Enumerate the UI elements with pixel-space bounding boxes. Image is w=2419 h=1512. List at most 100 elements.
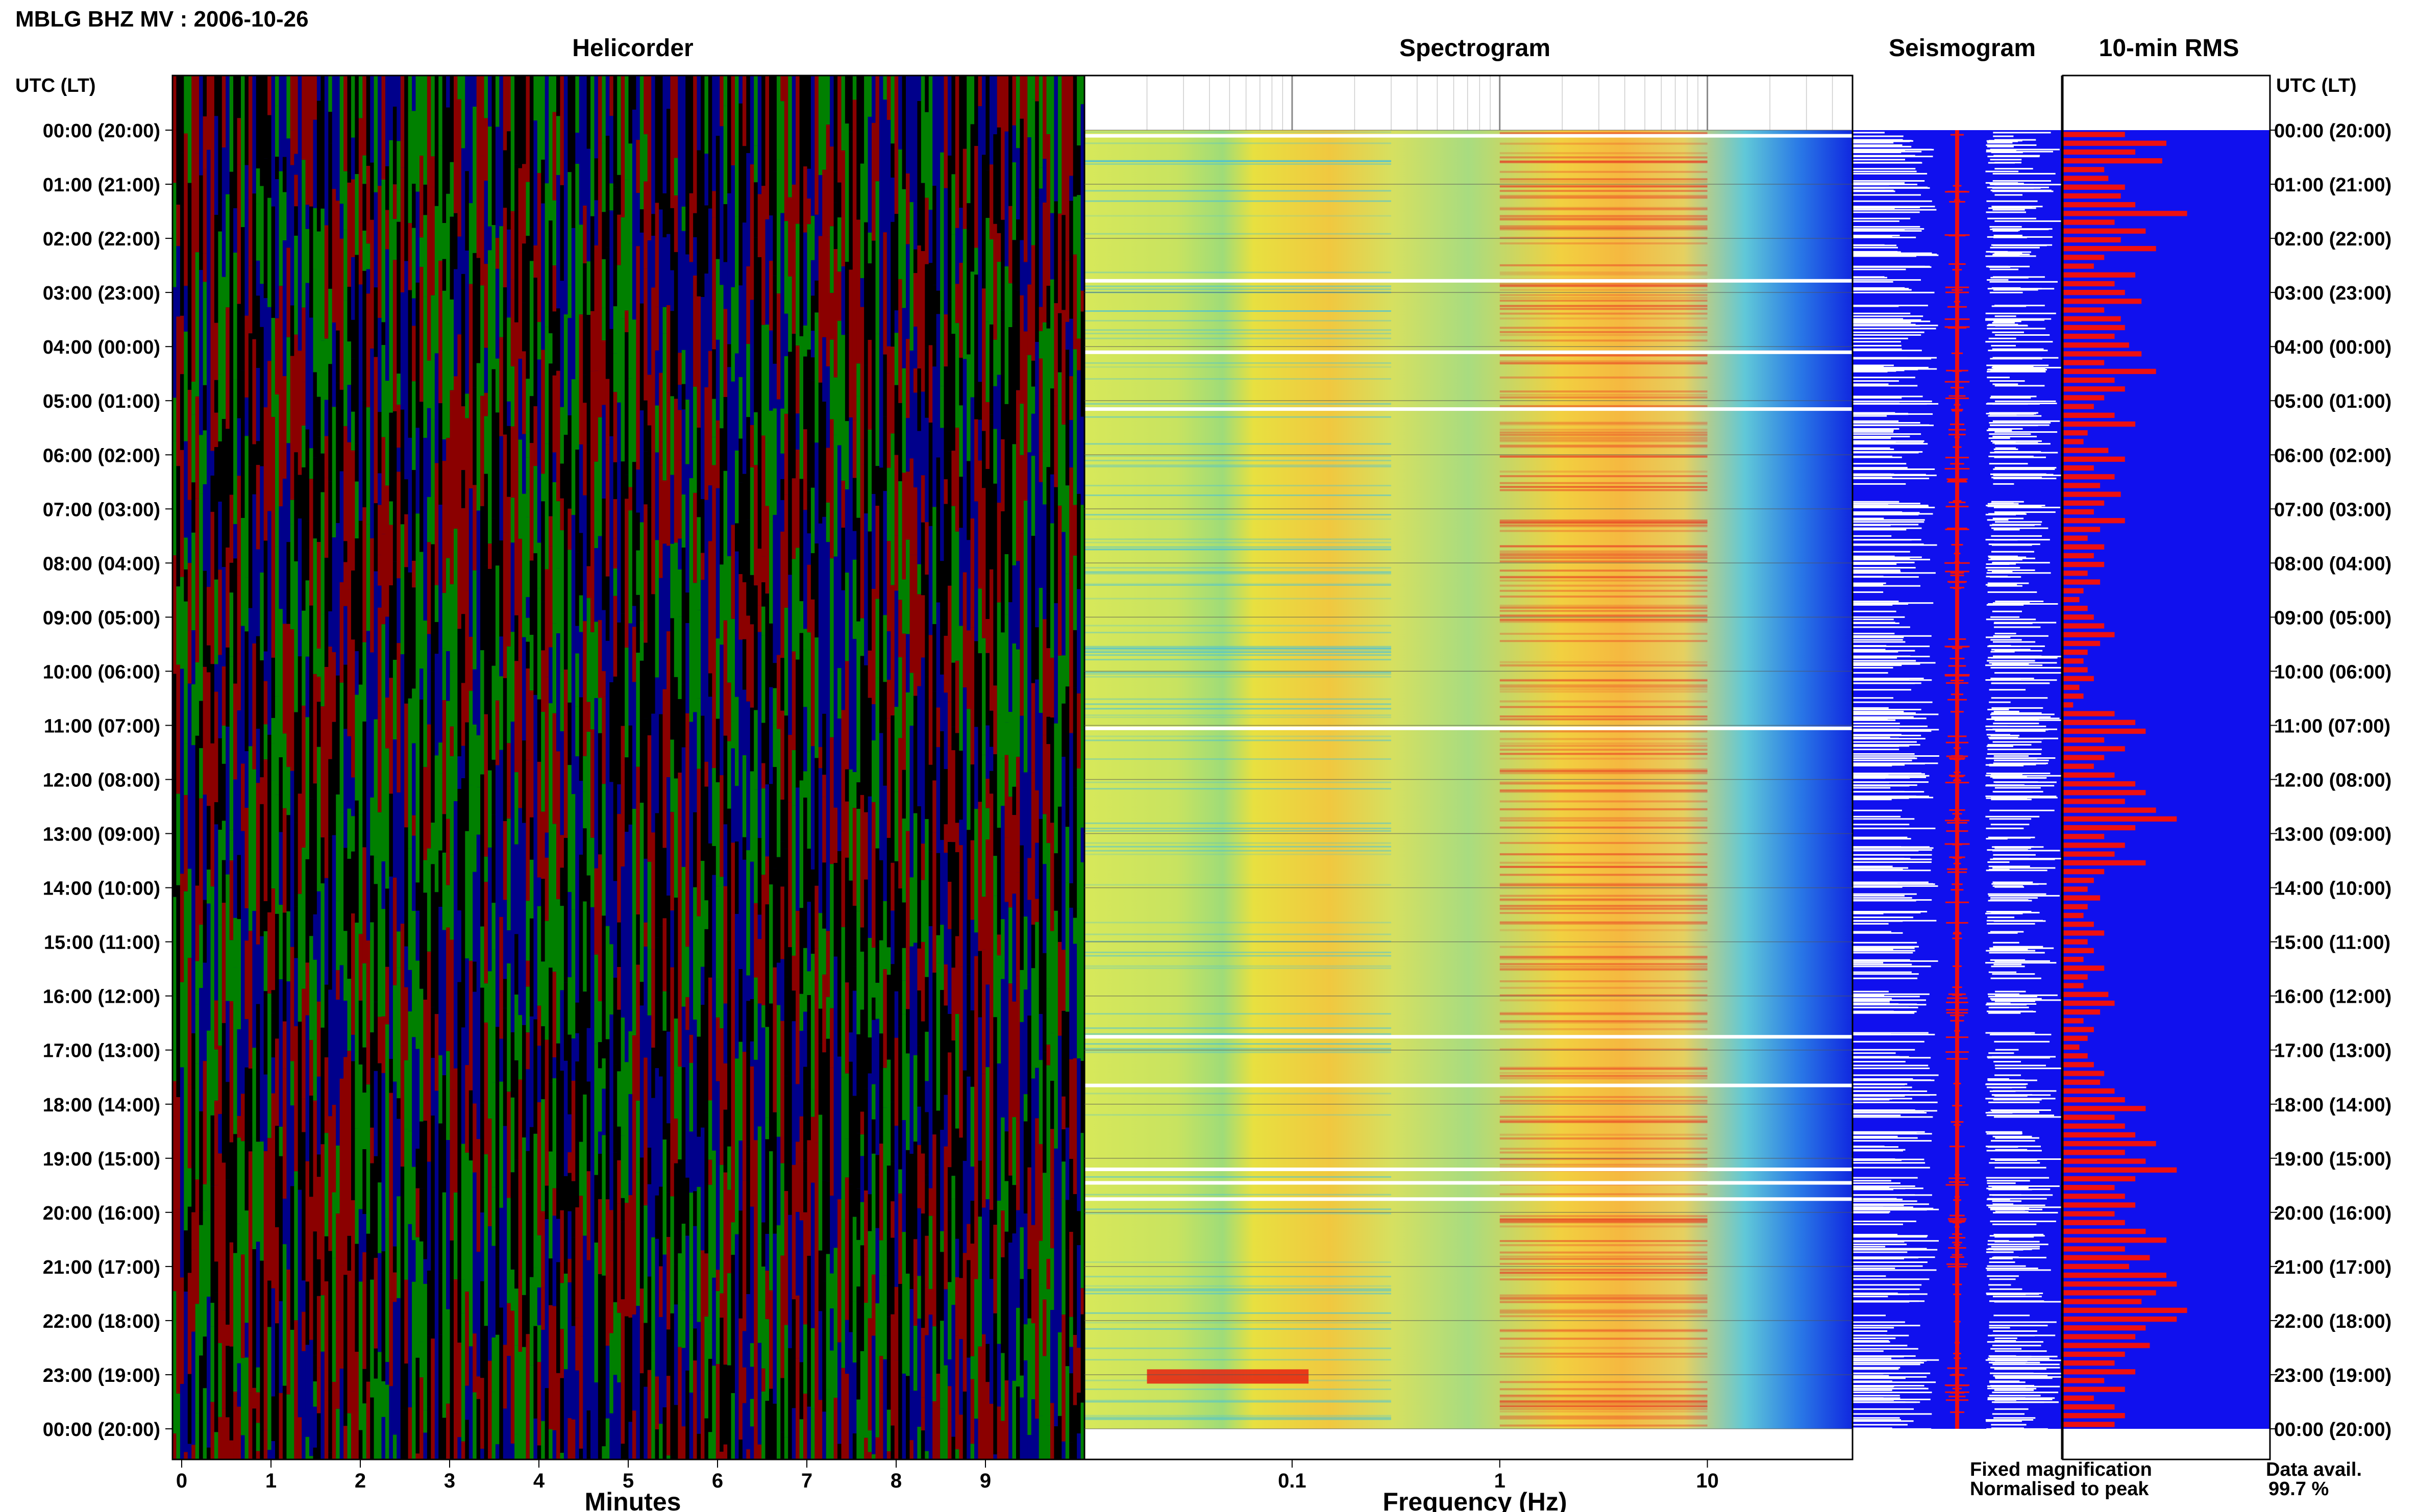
spectrogram-low-streak (1084, 160, 1391, 162)
helicorder-trace-segment (172, 441, 177, 556)
helicorder-trace-segment (894, 214, 899, 311)
helicorder-trace-segment (909, 673, 914, 726)
helicorder-trace-segment (967, 461, 971, 540)
spectrogram-low-streak (1084, 716, 1391, 718)
helicorder-trace-segment (252, 911, 257, 1048)
helicorder-trace-segment (362, 722, 367, 848)
helicorder-trace-segment (237, 575, 241, 654)
spectrogram-low-streak (1084, 548, 1391, 550)
helicorder-trace-segment (1027, 1269, 1032, 1319)
seismogram-fixed-trace (1853, 1064, 1929, 1067)
helicorder-trace-segment (275, 157, 279, 180)
spectrogram-energy-streak (1499, 898, 1708, 901)
helicorder-trace-segment (313, 1381, 317, 1407)
helicorder-trace-segment (378, 585, 382, 608)
helicorder-trace-segment (613, 1302, 618, 1375)
helicorder-trace-segment (1012, 894, 1017, 1002)
helicorder-trace-segment (1069, 616, 1074, 687)
seismogram-fixed-trace (1993, 473, 2046, 475)
helicorder-trace-segment (1001, 979, 1005, 1118)
helicorder-trace-segment (336, 1408, 340, 1459)
helicorder-trace-segment (1046, 716, 1051, 745)
seismogram-fixed-trace (1989, 380, 2025, 382)
helicorder-trace-segment (727, 1273, 732, 1366)
helicorder-trace-segment (921, 183, 925, 251)
helicorder-trace-segment (856, 809, 861, 911)
helicorder-trace-segment (799, 1031, 804, 1117)
helicorder-trace-segment (378, 729, 382, 812)
helicorder-trace-segment (279, 931, 283, 980)
helicorder-trace-segment (442, 1328, 447, 1418)
spectrogram-energy-streak (1499, 589, 1708, 592)
helicorder-trace-segment (423, 1000, 428, 1121)
helicorder-trace-segment (796, 940, 800, 1084)
helicorder-trace-segment (563, 567, 568, 670)
helicorder-trace-segment (796, 1358, 800, 1459)
helicorder-trace-segment (1043, 76, 1047, 159)
helicorder-trace-segment (484, 856, 488, 882)
helicorder-trace-segment (199, 610, 204, 701)
helicorder-trace-segment (780, 658, 785, 711)
helicorder-trace-segment (955, 660, 959, 733)
helicorder-trace-segment (617, 517, 622, 623)
helicorder-trace-segment (609, 782, 614, 909)
helicorder-trace-segment (556, 308, 560, 371)
helicorder-trace-segment (605, 342, 610, 379)
helicorder-trace-segment (442, 700, 447, 814)
helicorder-trace-segment (438, 1273, 443, 1335)
seismogram-fixed-trace (1853, 1413, 1932, 1415)
helicorder-trace-segment (955, 733, 959, 823)
helicorder-trace-segment (1035, 922, 1040, 1068)
helicorder-trace-segment (689, 1315, 694, 1393)
helicorder-trace-segment (944, 1095, 948, 1147)
helicorder-trace-segment (602, 915, 606, 1059)
helicorder-trace-segment (704, 761, 709, 787)
helicorder-trace-segment (229, 1242, 234, 1347)
helicorder-trace-segment (510, 1444, 515, 1459)
helicorder-trace-segment (316, 1177, 321, 1259)
seismogram-fixed-trace (1994, 1074, 2021, 1076)
helicorder-trace-segment (879, 1393, 883, 1459)
spectrogram-energy-streak (1499, 390, 1708, 393)
helicorder-trace-segment (689, 537, 694, 616)
helicorder-trace-segment (336, 523, 340, 676)
helicorder-trace-segment (731, 618, 735, 722)
helicorder-trace-segment (951, 334, 956, 451)
helicorder-trace-segment (886, 718, 891, 838)
helicorder-trace-segment (856, 219, 861, 364)
helicorder-trace-segment (343, 562, 348, 606)
helicorder-trace-segment (735, 375, 739, 451)
helicorder-trace-segment (184, 537, 188, 569)
helicorder-trace-segment (720, 1318, 724, 1452)
helicorder-trace-segment (267, 1138, 272, 1281)
helicorder-trace-segment (925, 417, 929, 523)
seismogram-fixed-trace (1853, 650, 1915, 652)
helicorder-trace-segment (617, 622, 622, 657)
helicorder-trace-segment (970, 982, 975, 1010)
seismogram-fixed-trace (1853, 753, 1915, 755)
seismogram-fixed-trace (1986, 870, 2047, 872)
helicorder-trace-segment (358, 76, 363, 118)
helicorder-trace-segment (423, 296, 428, 438)
helicorder-trace-segment (575, 1002, 580, 1033)
spectrogram-energy-streak (1499, 963, 1708, 965)
helicorder-trace-segment (632, 109, 636, 197)
seismogram-fixed-trace (1853, 1284, 1922, 1286)
seismogram-fixed-trace (1853, 189, 1894, 191)
helicorder-trace-segment (670, 1196, 675, 1313)
helicorder-trace-segment (271, 318, 276, 417)
helicorder-trace-segment (674, 195, 678, 252)
helicorder-trace-segment (860, 307, 865, 440)
helicorder-trace-segment (343, 848, 348, 931)
helicorder-trace-segment (639, 1157, 644, 1289)
seismogram-fixed-trace (1994, 252, 2022, 254)
helicorder-trace-segment (316, 370, 321, 397)
helicorder-trace-segment (921, 657, 925, 717)
helicorder-trace-segment (226, 727, 230, 875)
helicorder-trace-segment (993, 483, 998, 580)
spectrogram-energy-streak (1499, 907, 1708, 909)
helicorder-trace-segment (233, 1253, 238, 1392)
helicorder-trace-segment (799, 1457, 804, 1459)
seismogram-fixed-trace (1853, 1389, 1892, 1391)
spectrogram-energy-streak (1499, 969, 1708, 971)
